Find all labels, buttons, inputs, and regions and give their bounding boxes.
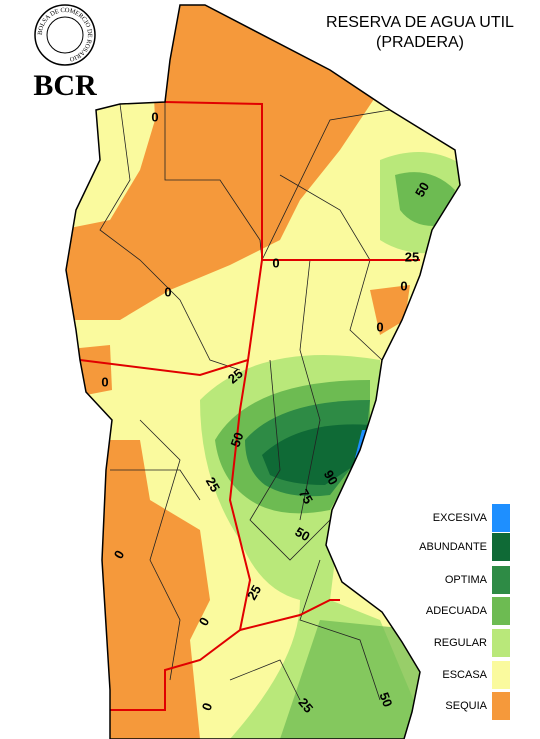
legend-swatch xyxy=(492,629,510,657)
legend: EXCESIVA ABUNDANTE OPTIMA ADECUADA REGULAR ES… xyxy=(419,504,510,720)
seal-text: BOLSA DE COMERCIO DE ROSARIO xyxy=(37,7,92,62)
legend-label: ABUNDANTE xyxy=(419,541,487,553)
contour-label: 50 xyxy=(376,690,395,709)
contour-label: 50 xyxy=(227,430,246,449)
legend-swatch xyxy=(492,533,510,561)
contour-label: 90 xyxy=(321,467,341,487)
contour-label: 0 xyxy=(400,278,407,293)
legend-swatch xyxy=(492,597,510,625)
contour-label: 75 xyxy=(296,486,316,506)
seal-inner xyxy=(46,16,84,54)
map-title: RESERVA DE AGUA UTIL xyxy=(326,14,514,31)
contour-label: 50 xyxy=(293,524,313,544)
contour-label: 25 xyxy=(244,582,264,602)
seal-ring xyxy=(34,4,96,66)
contour-label: 0 xyxy=(164,284,171,299)
adecuada-area xyxy=(280,620,430,739)
region-boundaries xyxy=(79,101,420,711)
contour-label: 0 xyxy=(199,701,216,713)
contour-label: 0 xyxy=(272,255,279,270)
adecuada-area xyxy=(395,172,455,226)
legend-swatch xyxy=(492,504,510,532)
legend-label: OPTIMA xyxy=(445,574,488,586)
legend-label: ADECUADA xyxy=(426,605,488,617)
legend-swatch xyxy=(492,661,510,689)
legend-label: SEQUIA xyxy=(445,700,487,712)
legend-label: ESCASA xyxy=(442,669,487,681)
contour-label: 0 xyxy=(376,319,383,334)
abundante-area xyxy=(262,424,370,485)
sequia-area xyxy=(66,5,420,320)
contour-label: 25 xyxy=(405,249,419,264)
contour-label: 25 xyxy=(203,474,223,494)
contour-label: 50 xyxy=(412,179,432,199)
department-lines xyxy=(99,102,391,701)
legend-swatch xyxy=(492,692,510,720)
seal-text-path: BOLSA DE COMERCIO DE ROSARIO xyxy=(37,7,92,62)
seal: BOLSA DE COMERCIO DE ROSARIO xyxy=(34,4,96,66)
contour-label: 0 xyxy=(151,109,158,124)
map-subtitle: (PRADERA) xyxy=(376,34,464,51)
legend-label: EXCESIVA xyxy=(433,512,488,524)
contour-label: 0 xyxy=(101,374,108,389)
logo: BCR xyxy=(33,69,97,102)
legend-label: REGULAR xyxy=(434,637,487,649)
legend-swatch xyxy=(492,566,510,594)
